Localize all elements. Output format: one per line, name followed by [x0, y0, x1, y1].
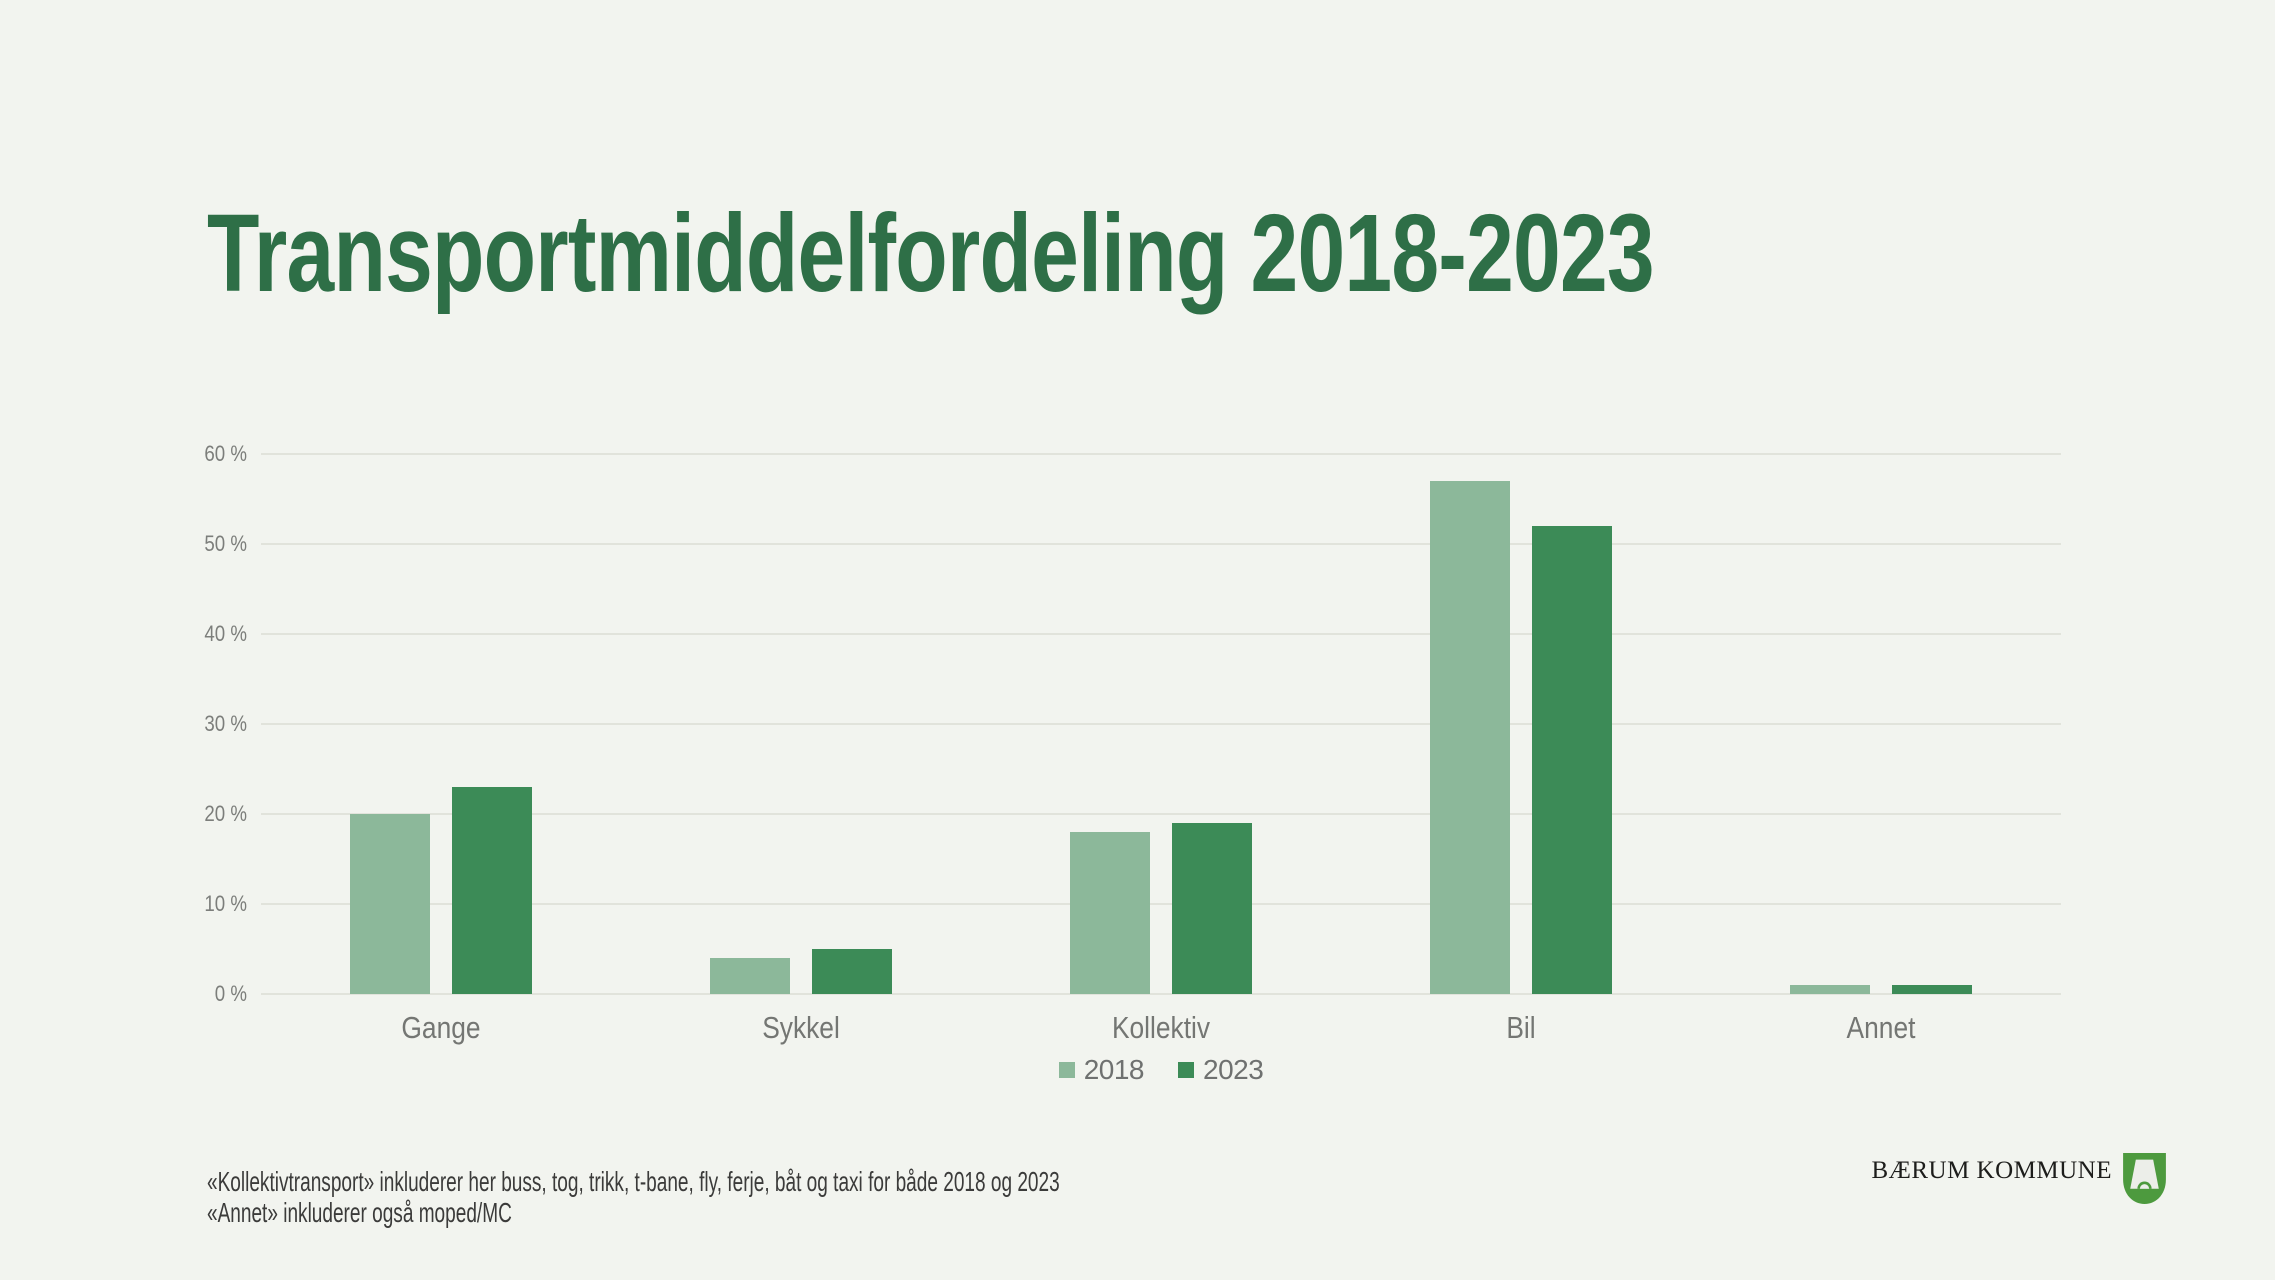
bar-2018-sykkel: [710, 958, 790, 994]
gridline: [261, 903, 2061, 905]
plot-area: [261, 453, 2061, 995]
y-tick-label: 0 %: [214, 981, 247, 1006]
legend-item-2023: 2023: [1178, 1054, 1264, 1086]
legend-label-2018: 2018: [1083, 1054, 1145, 1085]
bar-2023-kollektiv: [1172, 823, 1252, 994]
gridline: [261, 543, 2061, 545]
category-label-kollektiv: Kollektiv: [1111, 1010, 1211, 1045]
bar-2018-kollektiv: [1070, 832, 1150, 994]
gridline: [261, 723, 2061, 725]
bar-2023-gange: [452, 787, 532, 994]
bar-2023-bil: [1532, 526, 1612, 994]
bar-2023-sykkel: [812, 949, 892, 994]
footnote-line-2: «Annet» inkluderer også moped/MC: [207, 1197, 512, 1228]
legend-swatch-2018: [1058, 1062, 1075, 1078]
y-tick-label: 10 %: [204, 891, 247, 916]
bar-2018-bil: [1430, 481, 1510, 994]
category-label-bil: Bil: [1506, 1010, 1536, 1045]
y-tick-label: 40 %: [204, 621, 247, 646]
category-label-sykkel: Sykkel: [762, 1010, 840, 1045]
legend-swatch-2023: [1178, 1062, 1194, 1078]
y-tick-label: 60 %: [204, 441, 247, 466]
gridline: [261, 993, 2061, 995]
gridline: [261, 813, 2061, 815]
y-tick-label: 50 %: [204, 531, 247, 556]
y-tick-label: 30 %: [204, 711, 247, 736]
baerum-kommune-logo: BÆRUM KOMMUNE: [1871, 1152, 2167, 1205]
legend-label-2023: 2023: [1203, 1054, 1264, 1085]
category-label-annet: Annet: [1846, 1010, 1916, 1045]
y-tick-label: 20 %: [204, 801, 247, 826]
chart-title: Transportmiddelfordeling 2018-2023: [207, 192, 1655, 315]
bar-2018-annet: [1790, 985, 1870, 994]
legend-item-2018: 2018: [1058, 1054, 1145, 1086]
bar-2018-gange: [350, 814, 430, 994]
bar-2023-annet: [1892, 985, 1972, 994]
logo-text: BÆRUM KOMMUNE: [1871, 1157, 2112, 1184]
gridline: [261, 633, 2061, 635]
gridline: [261, 453, 2061, 455]
category-label-gange: Gange: [401, 1010, 481, 1045]
footnote-line-1: «Kollektivtransport» inkluderer her buss…: [207, 1166, 1060, 1197]
chart-legend: 2018 2023: [261, 1054, 2061, 1086]
baerum-crest-icon: [2123, 1153, 2166, 1204]
footnotes: «Kollektivtransport» inkluderer her buss…: [207, 1166, 1060, 1228]
